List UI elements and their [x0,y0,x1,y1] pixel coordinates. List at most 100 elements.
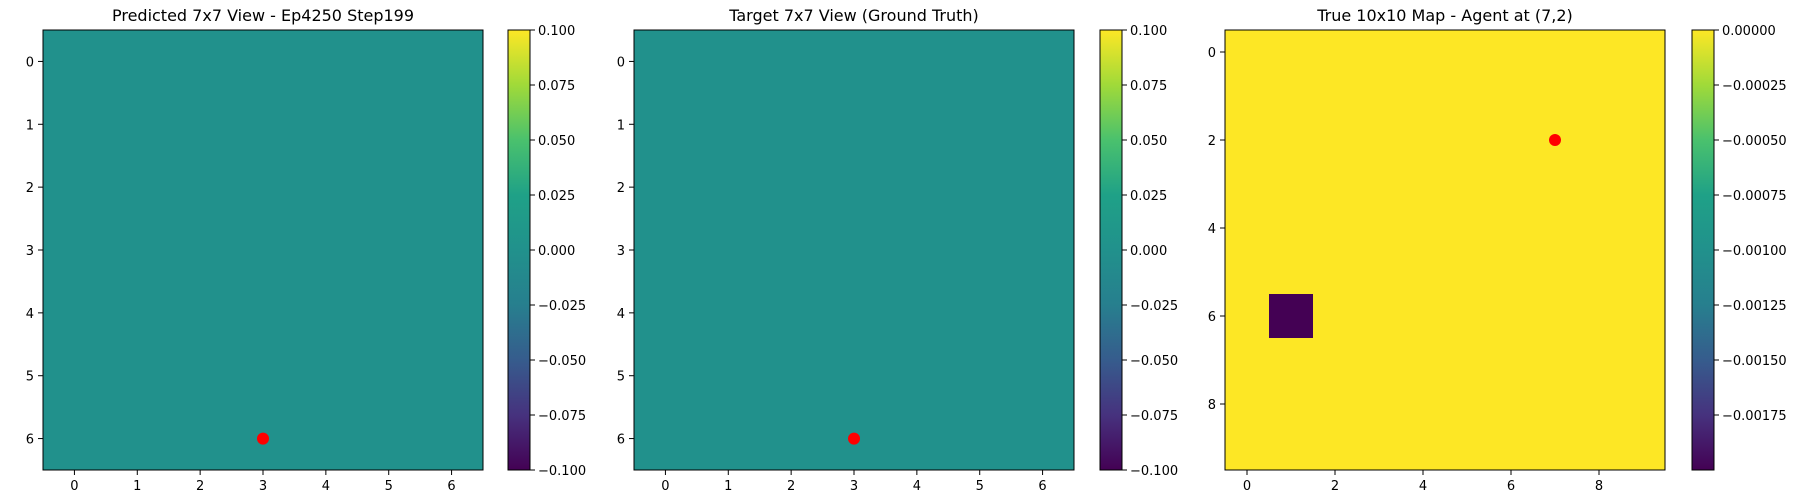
heatmap-cell [43,407,107,471]
heatmap-cell [231,92,295,157]
heatmap-cell [357,407,421,471]
heatmap-cell [1489,426,1534,471]
heatmap-cell [1357,30,1402,75]
colorbar-tick-label: −0.00150 [1722,354,1787,369]
heatmap-cell [105,344,170,408]
heatmap-cell [1011,281,1075,345]
heatmap-cell [1533,162,1578,207]
colorbar-tick-label: 0.075 [538,79,575,94]
heatmap-cell [294,155,358,220]
heatmap-cell [1225,206,1270,251]
heatmap-cell [357,92,421,157]
heatmap-cell [1357,206,1402,251]
heatmap-cell [696,155,761,220]
heatmap-cell [168,30,233,94]
heatmap-cell [1401,74,1446,119]
heatmap-cell [1445,250,1490,295]
heatmap-cell [1011,344,1075,408]
colorbar-tick-label: 0.100 [538,24,575,39]
heatmap-cell [696,30,761,94]
colorbar-tick-label: 0.025 [538,189,575,204]
heatmap-cell [1313,250,1358,295]
heatmap-cell [1313,162,1358,207]
heatmap-cell [1401,382,1446,427]
heatmap-cell [105,407,170,471]
heatmap-panel-2: Target 7x7 View (Ground Truth) 0 1 2 3 4 5 6 0 1 2… [617,6,1178,494]
heatmap-cell [1225,382,1270,427]
heatmap-cell [1621,426,1666,471]
heatmap-cell [1269,162,1314,207]
heatmap-cell [168,218,233,282]
heatmap-cell [759,92,824,157]
x-tick-label: 0 [70,479,78,494]
heatmap-cell [357,155,421,220]
colorbar [1692,30,1714,470]
heatmap-cell [1269,382,1314,427]
colorbar-tick-label: −0.075 [1130,409,1178,424]
x-tick-label: 0 [661,479,669,494]
heatmap-cell [948,92,1012,157]
heatmap-cell [1577,338,1622,383]
heatmap-cell [357,281,421,345]
heatmap-cell [420,30,484,94]
heatmap-cell [1445,162,1490,207]
heatmap-cell [948,30,1012,94]
heatmap-cell [294,218,358,282]
heatmap-cell [1445,426,1490,471]
heatmap-cell [696,344,761,408]
y-tick-label: 2 [26,181,34,196]
heatmap-cell [1577,382,1622,427]
heatmap-cell [168,92,233,157]
colorbar-tick-label: 0.000 [538,244,575,259]
heatmap-panel-1: Predicted 7x7 View - Ep4250 Step199 0 1 2 3 4… [26,6,586,494]
agent-marker [257,432,269,445]
heatmap-cell [1577,74,1622,119]
heatmap-cell [231,155,295,220]
colorbar-tick-label: 0.050 [1130,134,1167,149]
heatmap-cell [43,155,107,220]
heatmap-cell [1533,206,1578,251]
heatmap-cell [1533,382,1578,427]
heatmap-cell [1445,74,1490,119]
heatmap-cell [1489,30,1534,75]
colorbar-tick-label: −0.00175 [1722,409,1787,424]
heatmap-cell [1621,30,1666,75]
colorbar-tick-label: 0.000 [1130,244,1167,259]
heatmap-cell [634,407,698,471]
heatmap-cell [1401,250,1446,295]
y-tick-label: 8 [1208,398,1216,413]
colorbar-tick-label: 0.100 [1130,24,1167,39]
heatmap-cell [105,92,170,157]
x-tick-label: 3 [850,479,858,494]
heatmap-cell [822,281,886,345]
heatmap-cell [1577,162,1622,207]
heatmap-cell [885,344,949,408]
heatmap-cell [1269,206,1314,251]
heatmap-cell [696,218,761,282]
heatmap-cell [1621,206,1666,251]
heatmap-cell [43,30,107,94]
heatmap-cell [420,344,484,408]
heatmap-cell [1401,338,1446,383]
heatmap-cell [696,281,761,345]
heatmap-cell [759,30,824,94]
heatmap-cell [822,218,886,282]
heatmap-cell [634,344,698,408]
y-tick-label: 0 [617,55,625,70]
colorbar-tick-label: −0.00050 [1722,134,1787,149]
heatmap-cell [420,218,484,282]
heatmap-cell [1269,338,1314,383]
heatmap-cell [1621,162,1666,207]
heatmap-cell [1357,382,1402,427]
colorbar-tick-label: −0.00100 [1722,244,1787,259]
heatmap-cell [634,92,698,157]
colorbar-tick-label: −0.00025 [1722,79,1787,94]
colorbar-tick-label: −0.025 [1130,299,1178,314]
heatmap-cell [1621,74,1666,119]
heatmap-cell [1357,426,1402,471]
heatmap-cell [43,281,107,345]
x-tick-label: 5 [976,479,984,494]
heatmap-cell [1313,206,1358,251]
heatmap-cell [948,344,1012,408]
heatmap-cell [634,218,698,282]
